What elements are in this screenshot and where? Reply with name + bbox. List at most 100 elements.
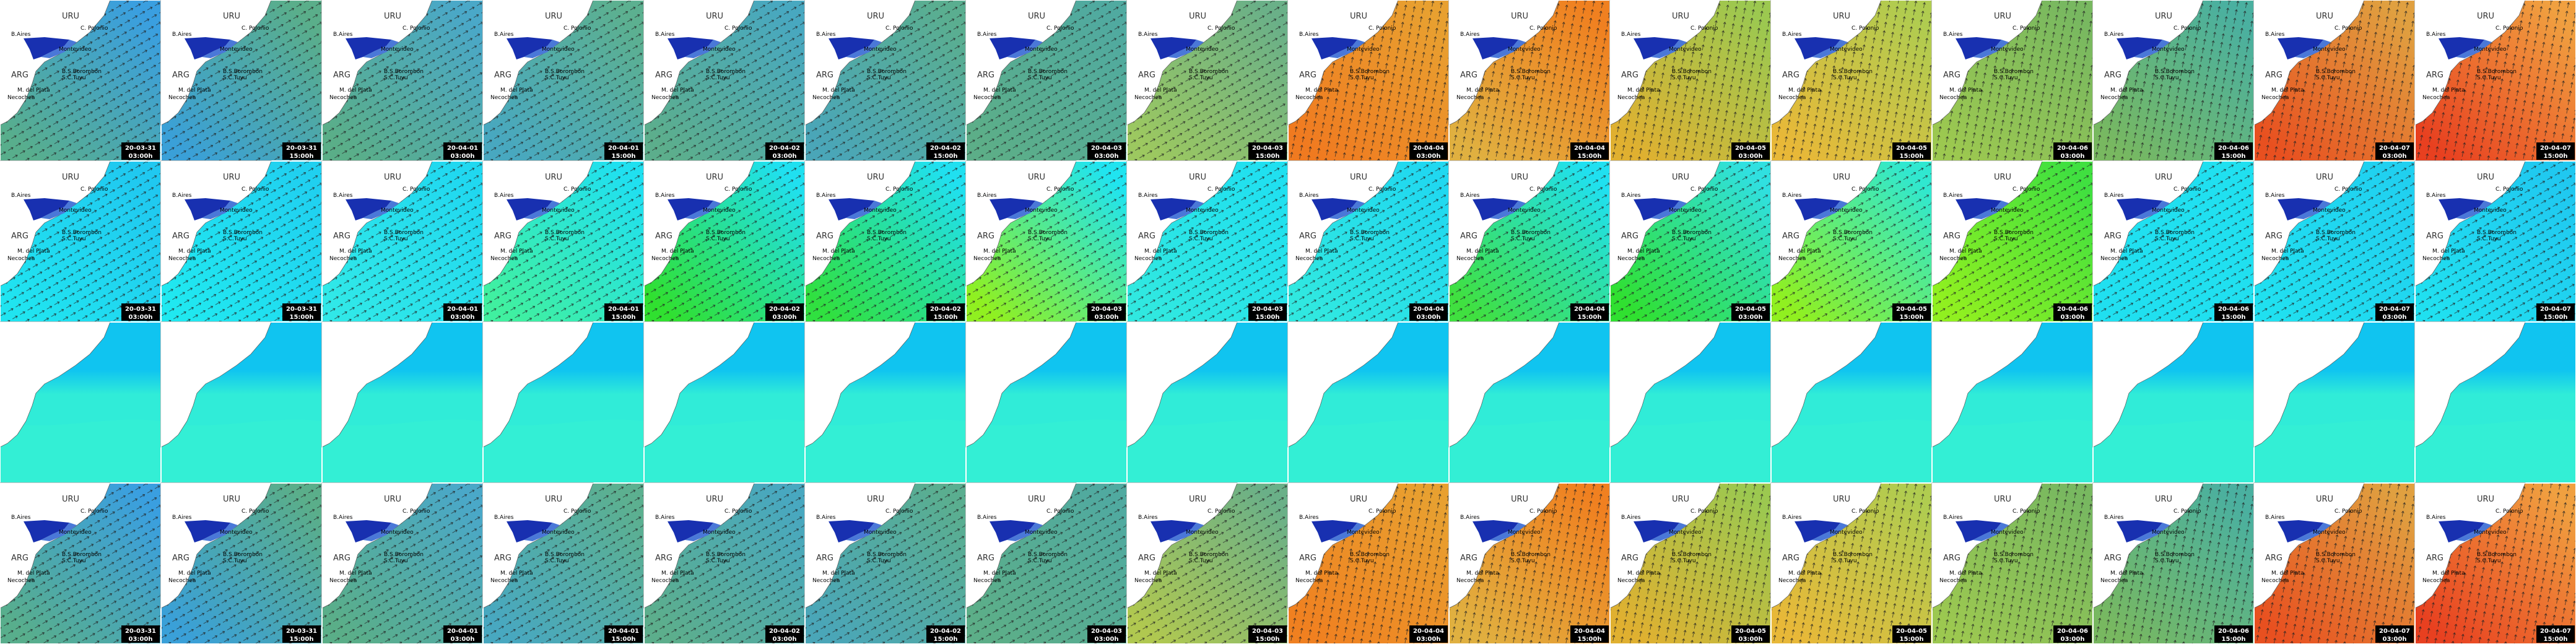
estuary bbox=[185, 37, 230, 59]
map-label: Montevideo bbox=[59, 529, 92, 536]
map-label: S.C.Tuyu bbox=[62, 236, 86, 242]
stamp-box bbox=[926, 303, 965, 321]
map-label: ARG bbox=[1621, 71, 1638, 80]
map-label: B.Aires bbox=[1460, 32, 1480, 38]
tile-border bbox=[322, 0, 483, 161]
land bbox=[321, 482, 433, 609]
stamp-date: 20-03-31 bbox=[125, 628, 156, 635]
map-label: M. del Plata bbox=[661, 87, 694, 94]
estuary-outer bbox=[2295, 40, 2331, 58]
map-label: M. del Plata bbox=[1788, 248, 1821, 255]
stamp-box bbox=[121, 142, 160, 160]
map-label: M. del Plata bbox=[1466, 570, 1499, 577]
stamp-box bbox=[1409, 625, 1448, 643]
map-label: ARG bbox=[1943, 71, 1960, 80]
stamp-date: 20-04-07 bbox=[2379, 145, 2410, 152]
land bbox=[2414, 321, 2526, 448]
land bbox=[0, 321, 111, 448]
map-label: S.C.Tuyu bbox=[545, 75, 569, 81]
map-label: C. Polonio bbox=[402, 186, 430, 193]
estuary-outer bbox=[2456, 523, 2492, 541]
map-label: B.S.Borombon bbox=[223, 69, 263, 75]
map-label: URU bbox=[867, 495, 884, 504]
map-label: Necochea bbox=[1617, 256, 1645, 262]
map-label: B.Aires bbox=[11, 515, 31, 521]
map-label: B.S.Borombon bbox=[2477, 552, 2517, 558]
map-label: ARG bbox=[2104, 71, 2121, 80]
map-label: M. del Plata bbox=[661, 570, 694, 577]
tile-border bbox=[1127, 322, 1288, 483]
map-label: M. del Plata bbox=[2432, 248, 2465, 255]
map-label: ARG bbox=[2426, 71, 2443, 80]
map-label: URU bbox=[62, 12, 79, 21]
map-label: ARG bbox=[1299, 554, 1316, 563]
map-label: B.S.Borombon bbox=[1189, 552, 1229, 558]
tile-border bbox=[1771, 322, 1932, 483]
land bbox=[0, 482, 111, 609]
map-label: ARG bbox=[1460, 71, 1477, 80]
stamp-box bbox=[765, 142, 804, 160]
tile-border bbox=[322, 161, 483, 322]
map-label: ARG bbox=[977, 554, 994, 563]
tile-border bbox=[644, 322, 805, 483]
map-label: Necochea bbox=[2100, 256, 2128, 262]
tile-border bbox=[2093, 161, 2254, 322]
stamp-time: 15:00h bbox=[2222, 153, 2246, 160]
tile-border bbox=[1288, 322, 1449, 483]
land bbox=[482, 482, 594, 609]
estuary bbox=[2117, 37, 2162, 59]
tile-border bbox=[161, 322, 322, 483]
land bbox=[160, 321, 272, 448]
map-label: S.C.Tuyu bbox=[1833, 75, 1857, 81]
map-label: ARG bbox=[333, 554, 350, 563]
stamp-time: 03:00h bbox=[1739, 636, 1763, 643]
map-label: Montevideo bbox=[864, 207, 897, 214]
stamp-box bbox=[2053, 142, 2092, 160]
map-label: M. del Plata bbox=[1466, 87, 1499, 94]
map-label: Montevideo bbox=[220, 529, 253, 536]
stamp-box bbox=[2375, 303, 2414, 321]
stamp-time: 03:00h bbox=[1417, 314, 1441, 321]
tile-border bbox=[1288, 0, 1449, 161]
stamp-time: 03:00h bbox=[1417, 636, 1441, 643]
land bbox=[1770, 0, 1882, 126]
map-label: ARG bbox=[2265, 554, 2282, 563]
estuary bbox=[2117, 198, 2162, 220]
tile-border bbox=[2254, 161, 2415, 322]
sea-band bbox=[483, 419, 644, 483]
estuary bbox=[829, 37, 874, 59]
map-label: S.C.Tuyu bbox=[1833, 236, 1857, 242]
map-label: M. del Plata bbox=[339, 248, 372, 255]
map-label: B.S.Borombon bbox=[1672, 230, 1712, 236]
map-label: B.Aires bbox=[2104, 515, 2124, 521]
map-label: B.Aires bbox=[172, 32, 192, 38]
stamp-time: 03:00h bbox=[773, 314, 797, 321]
map-label: C. Polonio bbox=[402, 508, 430, 515]
map-label: C. Polonio bbox=[242, 186, 269, 193]
land bbox=[2092, 482, 2204, 609]
map-label: ARG bbox=[1943, 232, 1960, 241]
tile-border bbox=[644, 161, 805, 322]
tile-border bbox=[805, 0, 966, 161]
estuary-outer bbox=[1651, 523, 1687, 541]
stamp-date: 20-03-31 bbox=[286, 306, 317, 313]
map-label: M. del Plata bbox=[500, 87, 533, 94]
stamp-box bbox=[1731, 625, 1770, 643]
map-label: M. del Plata bbox=[500, 570, 533, 577]
map-label: M. del Plata bbox=[1305, 248, 1338, 255]
map-label: B.Aires bbox=[1460, 193, 1480, 199]
land bbox=[321, 321, 433, 448]
map-label: Montevideo bbox=[2313, 207, 2346, 214]
map-label: ARG bbox=[2426, 232, 2443, 241]
land bbox=[1931, 160, 2043, 287]
map-label: Necochea bbox=[2100, 95, 2128, 101]
